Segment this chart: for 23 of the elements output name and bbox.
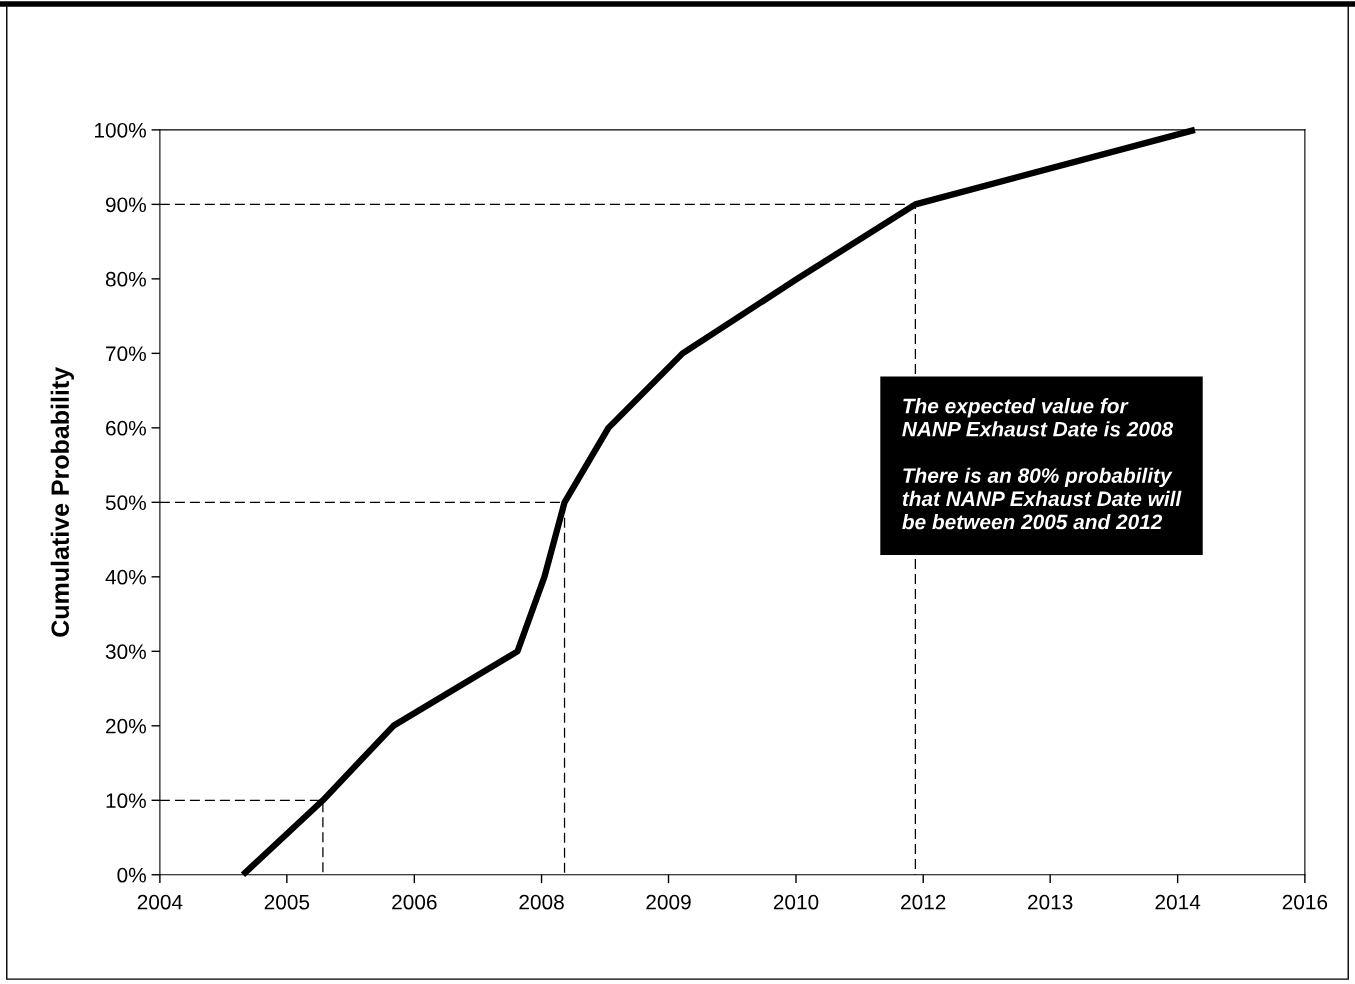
y-tick-label: 20% bbox=[106, 718, 146, 734]
y-axis-title: Cumulative Probability bbox=[50, 367, 74, 637]
y-tick-label: 60% bbox=[106, 420, 146, 436]
x-tick-label: 2005 bbox=[264, 894, 310, 910]
x-tick-label: 2014 bbox=[1155, 894, 1201, 910]
text: The expected value for NANP Exhaust Date is 2008 There is an 80% probability that NANP Exhaust Date will be between 2005 and 2012 bbox=[902, 398, 1182, 530]
y-tick-label: 90% bbox=[105, 197, 146, 213]
x-tick-label: 2013 bbox=[1028, 894, 1073, 910]
x-tick-label: 2016 bbox=[1282, 894, 1328, 910]
y-tick-label: 100% bbox=[95, 122, 146, 138]
x-tick-label: 2004 bbox=[137, 894, 183, 910]
x-tick-label: 2010 bbox=[773, 894, 819, 910]
y-tick-label: 30% bbox=[105, 644, 146, 660]
y-tick-label: 80% bbox=[105, 271, 146, 287]
x-tick-label: 2008 bbox=[519, 894, 564, 910]
x-tick-label: 2012 bbox=[901, 894, 946, 910]
y-tick-label: 40% bbox=[105, 569, 146, 585]
y-tick-label: 10% bbox=[106, 793, 146, 809]
x-tick-label: 2009 bbox=[646, 894, 691, 910]
y-tick-label: 0% bbox=[117, 867, 146, 883]
y-tick-label: 70% bbox=[106, 346, 146, 362]
x-tick-label: 2006 bbox=[392, 894, 437, 910]
y-tick-label: 50% bbox=[105, 495, 146, 511]
